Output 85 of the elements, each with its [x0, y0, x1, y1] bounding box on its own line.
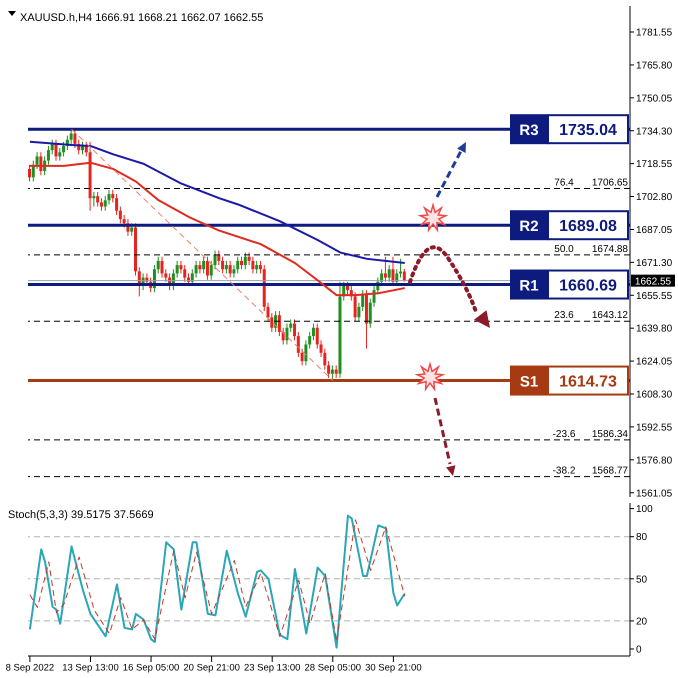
candlestick [293, 318, 296, 341]
y-tick-label: 1702.80 [636, 192, 673, 204]
y-tick-label: 1750.05 [636, 93, 673, 104]
candlestick [206, 256, 209, 280]
y-tick-label: 1608.30 [636, 390, 673, 401]
candlestick [240, 256, 244, 270]
candlestick [320, 340, 323, 358]
x-tick-label: 16 Sep 05:00 [122, 662, 180, 674]
x-tick-label: 30 Sep 21:00 [365, 662, 422, 674]
annotation: R3 [519, 122, 539, 140]
ref-line-label: 1586.34 [592, 428, 628, 440]
candlestick [285, 323, 288, 345]
candlestick [270, 312, 274, 332]
candlestick [160, 256, 164, 278]
ref-line-label: 1662.55 [634, 276, 672, 288]
candlestick [330, 364, 334, 380]
candlestick [236, 256, 240, 274]
annotation: -23.6 [552, 428, 576, 440]
candlestick [248, 252, 251, 266]
annotation: 50.0 [554, 244, 574, 255]
candlestick [183, 264, 186, 282]
x-tick-label: 20 Sep 21:00 [183, 662, 240, 674]
annotation: R1 [519, 278, 539, 295]
y-tick-label: 1687.05 [636, 225, 673, 236]
candlestick [228, 260, 232, 278]
y-tick-label: 1576.80 [636, 455, 673, 466]
ref-line-label: 1568.77 [592, 466, 628, 477]
ref-line-label: 1689.08 [559, 218, 618, 236]
line-series [28, 140, 406, 264]
y-tick-label: 1765.80 [636, 60, 673, 72]
annotation: 23.6 [554, 310, 574, 322]
candlestick [202, 256, 206, 274]
text: XAUUSD.h,H4 1666.91 1668.21 1662.07 1662.55 [20, 12, 264, 24]
candlestick [92, 191, 96, 208]
y-tick-label: 50 [636, 574, 648, 586]
candlestick [244, 252, 247, 270]
ref-line-label: 1706.65 [592, 178, 628, 189]
ref-line-label: 1735.04 [559, 122, 618, 140]
y-tick-label: 0 [636, 644, 642, 656]
candlestick [224, 260, 228, 274]
candlestick [255, 260, 258, 274]
annotation: -38.2 [552, 466, 576, 477]
candlestick [108, 189, 111, 205]
candlestick [316, 323, 319, 350]
candlestick [312, 323, 315, 341]
x-tick-label: 23 Sep 13:00 [244, 662, 300, 674]
y-tick-label: 20 [636, 616, 648, 628]
x-tick-label: 8 Sep 2022 [6, 662, 54, 674]
candlestick [96, 191, 100, 208]
candlestick [115, 194, 118, 216]
candlestick [62, 141, 66, 157]
y-tick-label: 1781.55 [636, 28, 673, 39]
y-tick-label: 1639.80 [636, 324, 673, 335]
annotation: R2 [519, 218, 539, 236]
candlestick [402, 268, 406, 282]
candlestick [210, 260, 213, 280]
candlestick [214, 250, 217, 270]
y-tick-label: 1671.30 [636, 258, 673, 269]
y-tick-label: 1718.55 [636, 159, 673, 170]
y-tick-label: 1734.30 [636, 126, 673, 138]
y-tick-label: 100 [636, 504, 654, 516]
text: Stoch(5,3,3) 39.5175 37.5669 [8, 509, 154, 521]
candlestick [384, 256, 387, 282]
annotation: S1 [520, 374, 538, 391]
ref-line-label: 1660.69 [559, 278, 618, 295]
y-tick-label: 80 [636, 532, 648, 544]
candlestick [266, 302, 270, 322]
x-tick-label: 28 Sep 05:00 [304, 662, 362, 674]
y-tick-label: 1624.05 [636, 356, 673, 368]
y-tick-label: 1592.55 [636, 422, 673, 434]
candlestick [388, 264, 391, 282]
y-tick-label: 1561.05 [636, 488, 673, 500]
ref-line-label: 1614.73 [559, 374, 618, 391]
candlestick [118, 206, 122, 224]
candlestick [251, 256, 254, 274]
candlestick [100, 198, 103, 212]
candlestick [54, 139, 58, 162]
ref-line-label: 1674.88 [592, 244, 628, 255]
ref-line-label: 1643.12 [592, 310, 628, 322]
candlestick [104, 196, 107, 212]
y-tick-label: 1655.55 [636, 290, 673, 302]
candlestick [198, 260, 202, 274]
annotation: 76.4 [554, 178, 574, 189]
x-tick-label: 13 Sep 13:00 [62, 662, 119, 674]
candlestick [334, 364, 338, 378]
